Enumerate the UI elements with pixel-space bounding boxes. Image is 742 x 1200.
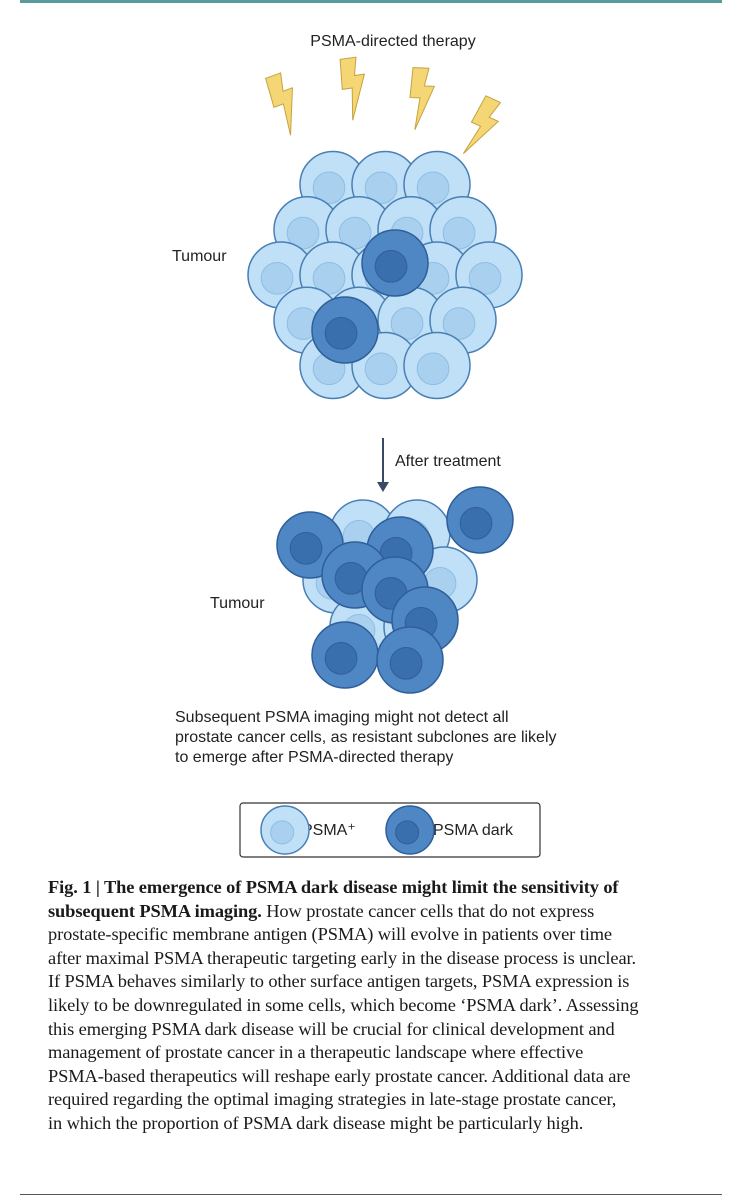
tumour-label: Tumour (172, 248, 227, 265)
note-line: to emerge after PSMA-directed therapy (175, 749, 453, 766)
tumour-label: Tumour (210, 595, 265, 612)
bottom-rule (20, 1194, 722, 1195)
lightning (409, 67, 436, 130)
therapy-label: PSMA-directed therapy (310, 33, 475, 50)
caption-body-line: required regarding the optimal imaging s… (48, 1089, 617, 1110)
figure: PSMA-directed therapy Tumour After treat… (172, 33, 557, 858)
arrow-label: After treatment (395, 453, 501, 470)
caption-body-line: How prostate cancer cells that do not ex… (266, 900, 595, 921)
caption-body-line: PSMA-based therapeutics will reshape ear… (48, 1065, 631, 1086)
note-line: Subsequent PSMA imaging might not detect… (175, 709, 509, 726)
nucleus (442, 307, 476, 340)
caption-body-line: If PSMA behaves similarly to other surfa… (48, 971, 630, 992)
nucleus (364, 171, 398, 205)
caption-title-line: subsequent PSMA imaging. (48, 900, 262, 921)
nucleus (286, 216, 320, 250)
nucleus (270, 820, 295, 845)
nucleus (312, 171, 346, 205)
legend-label: PSMA dark (433, 822, 514, 839)
arrow-head (377, 482, 389, 492)
nucleus (374, 249, 408, 283)
lightning (462, 95, 502, 155)
nucleus (324, 316, 358, 350)
cells (247, 150, 523, 855)
caption-body-line: in which the proportion of PSMA dark dis… (48, 1112, 584, 1133)
caption-title: Fig. 1 | The emergence of PSMA dark dise… (48, 876, 728, 900)
nucleus (416, 171, 450, 205)
caption: Fig. 1 | The emergence of PSMA dark dise… (48, 876, 728, 1136)
legend-box (239, 802, 541, 858)
caption-title-line: Fig. 1 | The emergence of PSMA dark dise… (48, 877, 619, 897)
nucleus (364, 352, 398, 386)
lightning (339, 56, 366, 121)
caption-line: subsequent PSMA imaging. How prostate ca… (48, 900, 728, 924)
note-line: prostate cancer cells, as resistant subc… (175, 729, 557, 746)
nucleus (312, 261, 346, 295)
top-rule (20, 0, 722, 3)
nucleus (468, 261, 502, 295)
caption-body: prostate-specific membrane antigen (PSMA… (48, 923, 728, 1135)
nucleus (442, 216, 476, 250)
nucleus (260, 261, 294, 295)
caption-body-line: likely to be downregulated in some cells… (48, 994, 639, 1015)
caption-body-line: after maximal PSMA therapeutic targeting… (48, 947, 637, 968)
nucleus (338, 216, 372, 250)
lightning (264, 72, 293, 136)
nucleus (416, 352, 450, 386)
nucleus (289, 531, 323, 565)
nucleus (390, 307, 424, 340)
caption-body-line: this emerging PSMA dark disease will be … (48, 1018, 615, 1039)
caption-body-line: management of prostate cancer in a thera… (48, 1042, 584, 1063)
nucleus (324, 641, 358, 675)
legend-label: PSMA⁺ (302, 822, 356, 839)
caption-body-line: prostate-specific membrane antigen (PSMA… (48, 924, 612, 945)
nucleus (459, 506, 493, 540)
nucleus (395, 820, 420, 845)
nucleus (389, 646, 423, 680)
